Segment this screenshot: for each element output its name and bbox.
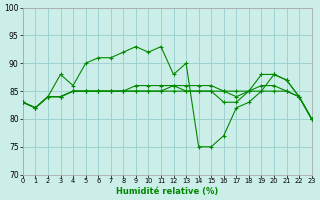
X-axis label: Humidité relative (%): Humidité relative (%)	[116, 187, 218, 196]
